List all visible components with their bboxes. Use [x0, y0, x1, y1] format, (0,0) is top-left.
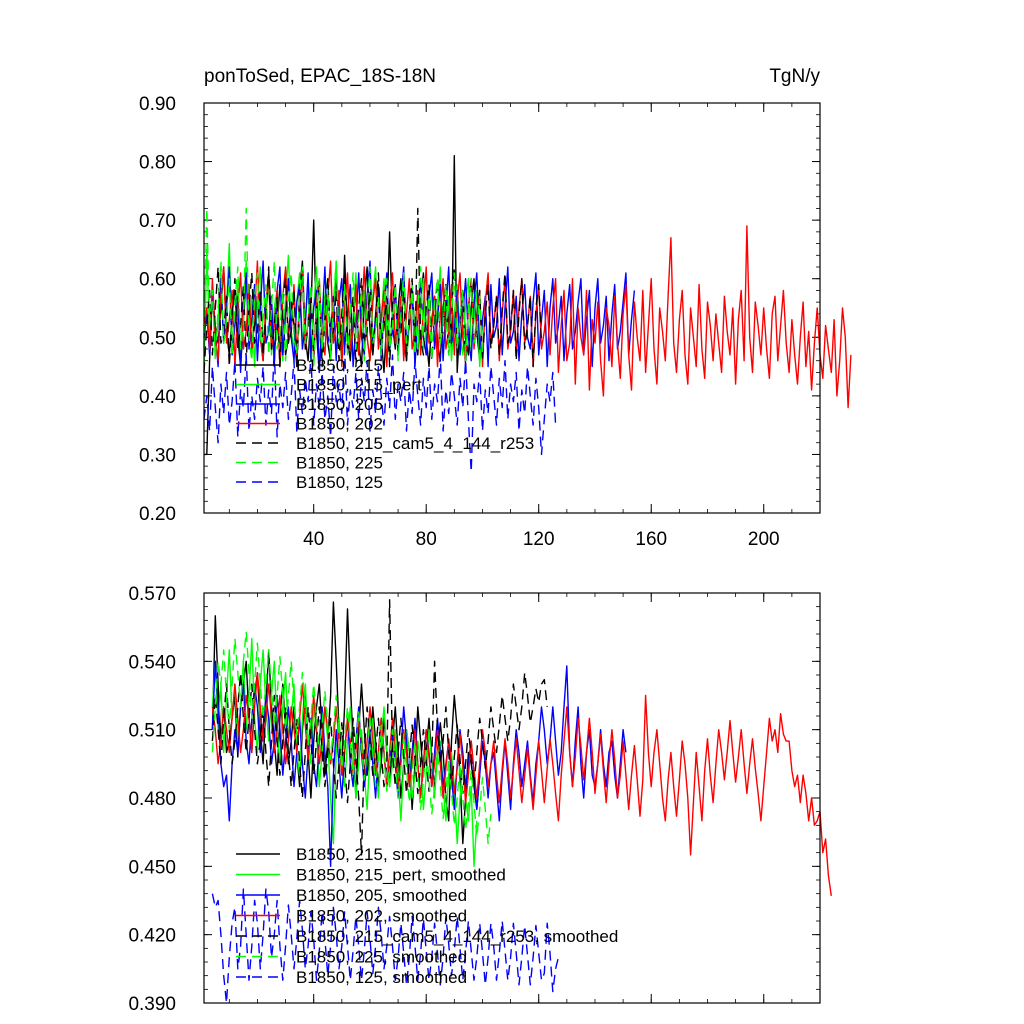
top-plot-frame: [203, 102, 821, 514]
bottom-series-b1850-225-smoothed: [211, 631, 492, 845]
top-title-right: TgN/y: [769, 66, 820, 87]
top-series-b1850-125: [203, 348, 557, 473]
top-xtick-label: 200: [748, 529, 780, 550]
top-legend-label: B1850, 215_cam5_4_144_r253: [296, 434, 534, 453]
top-ytick-label: 0.50: [139, 328, 176, 349]
top-ytick-label: 0.20: [139, 504, 176, 525]
bottom-legend-label: B1850, 125, smoothed: [296, 968, 467, 987]
bottom-legend-label: B1850, 215_cam5_4_144_r253, smoothed: [296, 927, 618, 946]
bottom-ytick-label: 0.540: [128, 652, 176, 673]
top-legend-label: B1850, 202: [296, 415, 383, 434]
top-series-b1850-225: [203, 207, 484, 368]
top-xtick-label: 40: [303, 529, 324, 550]
bottom-panel: 0.390 0.420 0.450 0.480 0.510 0.540 0.570 B185…: [128, 584, 832, 1015]
bottom-series-b1850-125-smoothed: [211, 888, 560, 1004]
bottom-legend-label: B1850, 215_pert, smoothed: [296, 866, 506, 885]
top-ytick-label: 0.30: [139, 445, 176, 466]
top-legend-label: B1850, 225: [296, 454, 383, 473]
bottom-ytick-label: 0.510: [128, 721, 176, 742]
bottom-series-group: [211, 599, 832, 1004]
bottom-ytick-label: 0.480: [128, 789, 176, 810]
bottom-ytick-label: 0.420: [128, 926, 176, 947]
top-series-group: [203, 154, 852, 473]
bottom-legend-label: B1850, 205, smoothed: [296, 886, 467, 905]
top-xtick-label: 120: [523, 529, 555, 550]
bottom-legend-label: B1850, 215, smoothed: [296, 845, 467, 864]
top-panel: ponToSed, EPAC_18S-18N TgN/y 0.20 0.30 0.4…: [139, 66, 852, 550]
top-ytick-label: 0.70: [139, 211, 176, 232]
bottom-axis-ticks: 0.390 0.420 0.450 0.480 0.510 0.540 0.570: [128, 584, 821, 1015]
top-ytick-label: 0.80: [139, 153, 176, 174]
top-legend-label: B1850, 215: [296, 356, 383, 375]
top-xtick-label: 160: [635, 529, 667, 550]
top-title-left: ponToSed, EPAC_18S-18N: [204, 66, 436, 87]
bottom-series-b1850-202-smoothed: [211, 672, 832, 896]
bottom-legend-label: B1850, 225, smoothed: [296, 948, 467, 967]
top-legend-label: B1850, 125: [296, 473, 383, 492]
top-ytick-label: 0.60: [139, 270, 176, 291]
bottom-legend-label: B1850, 202, smoothed: [296, 907, 467, 926]
bottom-series-b1850-215-cam5-4-144-r253-smoothed: [211, 599, 548, 856]
bottom-legend: B1850, 215, smoothed B1850, 215_pert, smo…: [236, 845, 618, 987]
top-axis-ticks: 0.20 0.30 0.40 0.50 0.60 0.70 0.80 0.90 40 80 120 1…: [139, 94, 821, 550]
bottom-ytick-label: 0.450: [128, 857, 176, 878]
top-ytick-label: 0.90: [139, 94, 176, 115]
top-ytick-label: 0.40: [139, 387, 176, 408]
bottom-ytick-label: 0.390: [128, 994, 176, 1015]
top-legend-label: B1850, 215_pert: [296, 376, 422, 395]
bottom-plot-frame: [203, 592, 821, 1004]
top-xtick-label: 80: [416, 529, 437, 550]
bottom-ytick-label: 0.570: [128, 584, 176, 605]
top-legend-label: B1850, 205: [296, 395, 383, 414]
